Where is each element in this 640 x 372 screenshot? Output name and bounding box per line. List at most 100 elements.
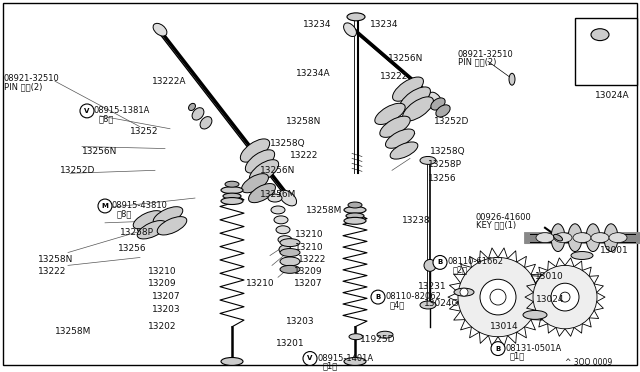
Text: 13258M: 13258M	[55, 327, 92, 336]
Ellipse shape	[189, 103, 195, 110]
Ellipse shape	[276, 226, 290, 234]
Text: 08921-32510: 08921-32510	[458, 49, 514, 58]
Text: 08921-32510: 08921-32510	[4, 74, 60, 83]
Ellipse shape	[279, 245, 291, 254]
Text: 08131-0501A: 08131-0501A	[505, 344, 561, 353]
Text: 13234: 13234	[370, 20, 399, 29]
Ellipse shape	[241, 174, 268, 193]
Text: 08110-82062: 08110-82062	[385, 292, 441, 301]
Text: 13210: 13210	[148, 267, 177, 276]
Ellipse shape	[349, 334, 363, 340]
Text: （1）: （1）	[510, 352, 525, 360]
Ellipse shape	[591, 233, 609, 243]
Circle shape	[460, 288, 468, 296]
Ellipse shape	[554, 233, 572, 243]
Text: 13258P: 13258P	[120, 228, 154, 237]
Text: 13252D: 13252D	[434, 117, 469, 126]
Bar	[530, 234, 635, 242]
Ellipse shape	[348, 202, 362, 208]
Ellipse shape	[344, 23, 356, 36]
Ellipse shape	[153, 207, 183, 225]
Text: 13222A: 13222A	[152, 77, 186, 86]
Text: 13256N: 13256N	[82, 147, 117, 155]
Text: 13210: 13210	[295, 230, 324, 239]
Ellipse shape	[278, 236, 292, 244]
Text: 13231: 13231	[418, 282, 447, 291]
Circle shape	[303, 352, 317, 365]
Circle shape	[80, 104, 94, 118]
Text: 13024: 13024	[536, 295, 564, 304]
Text: B: B	[495, 346, 500, 352]
Text: 13209: 13209	[294, 267, 323, 276]
Text: 13258N: 13258N	[286, 117, 321, 126]
Ellipse shape	[436, 105, 450, 117]
Ellipse shape	[274, 216, 288, 224]
Text: 13207: 13207	[294, 279, 323, 288]
Ellipse shape	[192, 108, 204, 120]
Ellipse shape	[573, 233, 591, 243]
Text: 11925D: 11925D	[360, 335, 396, 344]
Text: 13258Q: 13258Q	[270, 139, 306, 148]
Text: 08915-1401A: 08915-1401A	[318, 353, 374, 363]
Ellipse shape	[344, 206, 366, 214]
Text: （4）: （4）	[390, 300, 405, 309]
Ellipse shape	[523, 311, 547, 320]
Text: 13222: 13222	[290, 151, 318, 160]
Ellipse shape	[385, 129, 415, 148]
Text: PIN ピン(2): PIN ピン(2)	[458, 57, 497, 67]
Ellipse shape	[347, 13, 365, 21]
Text: 08915-1381A: 08915-1381A	[94, 106, 150, 115]
Text: 13202: 13202	[148, 322, 177, 331]
Ellipse shape	[153, 23, 167, 36]
Ellipse shape	[554, 234, 563, 241]
Ellipse shape	[429, 92, 442, 106]
Ellipse shape	[377, 331, 393, 338]
Text: 08110-61662: 08110-61662	[448, 257, 504, 266]
Ellipse shape	[399, 87, 431, 111]
Text: M: M	[102, 203, 108, 209]
Polygon shape	[625, 234, 638, 242]
Ellipse shape	[268, 194, 282, 202]
Ellipse shape	[604, 224, 618, 251]
Text: B: B	[437, 259, 443, 266]
Text: 13014: 13014	[490, 322, 518, 331]
Circle shape	[458, 257, 538, 337]
Ellipse shape	[200, 116, 212, 129]
Ellipse shape	[609, 233, 627, 243]
Text: 13222: 13222	[298, 256, 326, 264]
Circle shape	[424, 259, 436, 271]
Text: 13024G: 13024G	[424, 299, 460, 308]
Ellipse shape	[221, 187, 243, 193]
Ellipse shape	[250, 160, 278, 183]
Text: 13256: 13256	[428, 174, 456, 183]
Circle shape	[490, 289, 506, 305]
Ellipse shape	[280, 257, 300, 266]
Text: 13256: 13256	[118, 244, 147, 253]
Text: PIN ピン(2): PIN ピン(2)	[4, 82, 42, 91]
Circle shape	[371, 290, 385, 304]
Ellipse shape	[221, 357, 243, 365]
Text: 13258N: 13258N	[38, 256, 74, 264]
Ellipse shape	[591, 29, 609, 41]
Text: 13201: 13201	[276, 339, 305, 348]
Circle shape	[533, 265, 597, 329]
Text: 13024A: 13024A	[595, 91, 630, 100]
Text: B: B	[376, 294, 381, 300]
Text: 13252D: 13252D	[60, 166, 95, 175]
Text: 13222: 13222	[380, 72, 408, 81]
Ellipse shape	[344, 217, 366, 224]
Ellipse shape	[420, 157, 436, 164]
Ellipse shape	[403, 97, 433, 121]
Text: 13210: 13210	[246, 279, 275, 288]
Ellipse shape	[568, 224, 582, 251]
Circle shape	[551, 283, 579, 311]
Text: 13258Q: 13258Q	[430, 147, 466, 155]
Text: V: V	[84, 108, 90, 114]
Text: 13258P: 13258P	[428, 160, 462, 169]
Text: 13234A: 13234A	[296, 69, 331, 78]
Text: 13252: 13252	[130, 127, 159, 136]
Text: 00926-41600: 00926-41600	[476, 213, 532, 222]
Ellipse shape	[137, 221, 167, 239]
Ellipse shape	[551, 224, 565, 251]
Text: 08915-43810: 08915-43810	[112, 201, 168, 210]
